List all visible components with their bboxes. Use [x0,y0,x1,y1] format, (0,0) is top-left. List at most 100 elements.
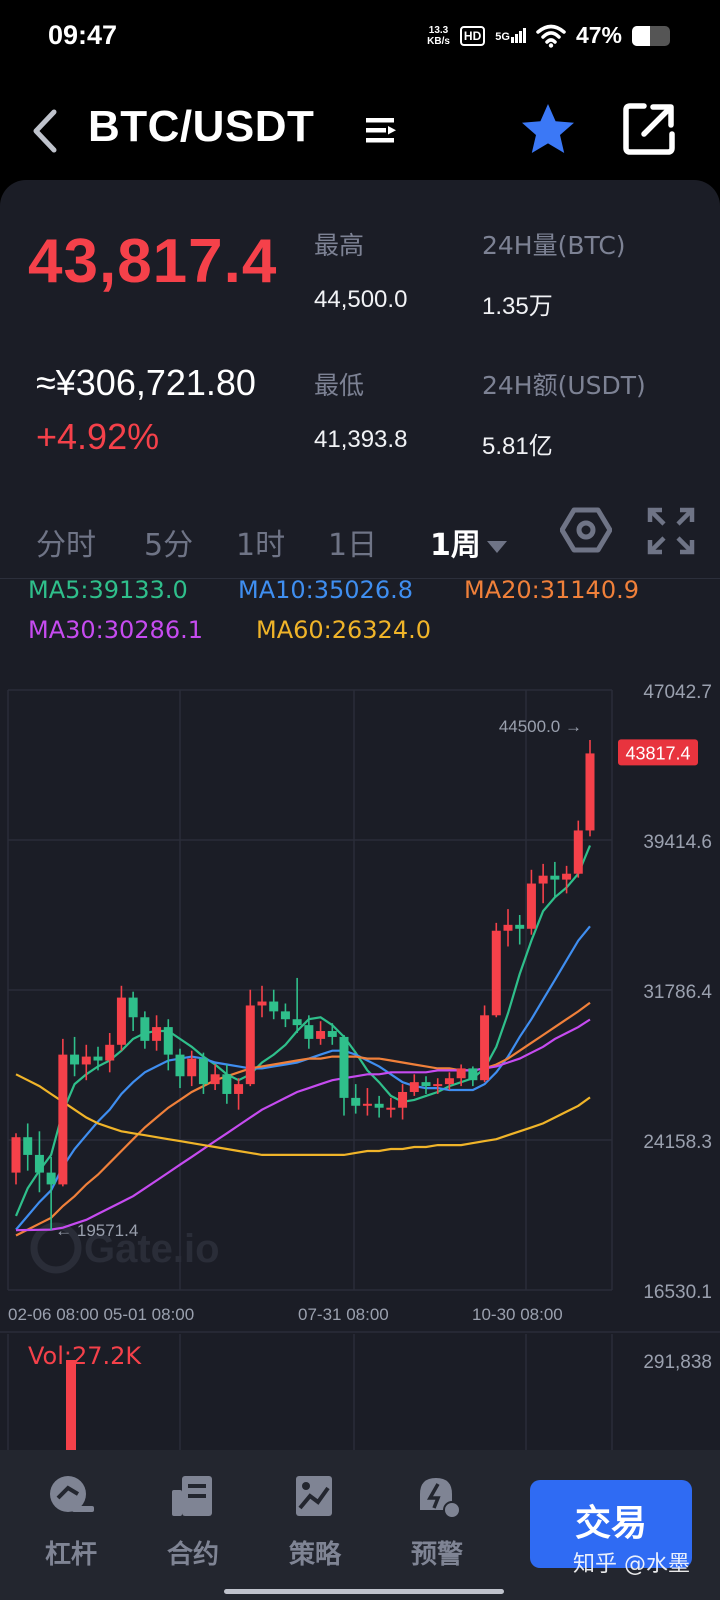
candle [362,1088,372,1116]
status-indicators: 13.3 KB/s HD 5G 47% [427,22,670,49]
market-panel: 43,817.4 ≈¥306,721.80 +4.92% 最高 44,500.0… [0,180,720,1450]
candle [140,1011,150,1049]
star-icon[interactable] [518,100,578,160]
candle [70,1036,80,1077]
candle [374,1095,384,1118]
candle-body [491,930,501,1016]
candle-body [304,1025,314,1039]
chart-watermark-logo [30,1222,82,1274]
ma-line-ma5 [14,845,592,1217]
chart-watermark: Gate.io [84,1227,220,1271]
candle-body [234,1084,244,1094]
leverage-icon [50,1476,94,1512]
pair-title[interactable]: BTC/USDT [88,102,315,151]
high-marker: 44500.0 → [499,717,582,736]
back-icon[interactable] [26,106,66,156]
vol24-value: 1.35万 [482,293,553,320]
nav-leverage-label: 杠杆 [44,1540,97,1570]
candle-body [58,1054,68,1185]
tab-timeline[interactable]: 分时 [36,528,96,563]
candle [538,863,548,904]
candle-body [386,1107,396,1110]
ma10-label: MA10:35026.8 [238,576,413,604]
x-tick-label: 02-06 08:00 05-01 08:00 [8,1305,194,1324]
candle-body [152,1027,162,1041]
trade-button[interactable]: 交易 [530,1480,692,1568]
candle-body [23,1137,33,1155]
contract-icon [172,1476,212,1516]
candle [526,869,536,935]
candle-body [444,1078,454,1085]
candle [105,1032,115,1073]
candle [116,985,126,1051]
menu-icon[interactable] [362,110,402,150]
divider [0,578,720,579]
candle [257,985,267,1018]
share-icon[interactable] [620,100,678,158]
candle [550,861,560,898]
y-tick-label: 47042.7 [643,682,712,703]
interval-tabs: 分时 5分 1时 1日 1周 [0,510,720,572]
candle [11,1133,21,1185]
network-type: 5G [495,31,510,43]
last-price-tag: 43817.4 [625,743,690,763]
home-indicator[interactable] [224,1589,504,1594]
candle-body [456,1068,466,1079]
ma5-label: MA5:39133.0 [28,576,188,604]
candle-body [81,1056,91,1065]
candle [386,1097,396,1118]
candle-body [245,1005,255,1085]
ma-line-ma10 [15,925,591,1231]
candle-body [316,1031,326,1039]
candlestick-chart[interactable]: 47042.7 39414.6 31786.4 24158.3 16530.1 Gate.… [0,674,720,1334]
candle [269,989,279,1020]
candle [152,1015,162,1051]
candle [292,977,302,1033]
tab-1d[interactable]: 1日 [328,528,378,563]
candle-body [11,1137,21,1173]
nav-strategy[interactable]: 策略 [270,1472,360,1571]
tab-1w[interactable]: 1周 [430,520,507,564]
battery-icon [632,25,670,46]
candle [327,1023,337,1045]
watermark-text: 知乎 @水墨 [573,1552,690,1577]
candle [210,1064,220,1091]
candle-body [562,873,572,880]
candle-body [362,1103,372,1106]
ma-line-ma60 [15,1073,591,1156]
candle-body [327,1031,337,1037]
nav-contract[interactable]: 合约 [148,1472,238,1571]
net-speed-unit: KB/s [427,35,450,47]
candle-body [187,1058,197,1077]
low-value: 41,393.8 [314,426,408,453]
nav-alert[interactable]: 预警 [392,1472,482,1571]
candle [503,909,513,947]
amt24-label: 24H额(USDT) [482,371,646,400]
candle-body [210,1074,220,1085]
nav-leverage[interactable]: 杠杆 [26,1472,116,1571]
indicator-settings-icon[interactable] [560,504,612,556]
candle-body [339,1036,349,1098]
status-time: 09:47 [48,20,118,50]
tab-5m[interactable]: 5分 [144,528,194,563]
candle-body [70,1054,80,1065]
fullscreen-icon[interactable] [646,506,696,556]
y-tick-label: 31786.4 [643,982,712,1003]
last-price: 43,817.4 [28,227,278,296]
candle-body [105,1044,115,1061]
tab-1h[interactable]: 1时 [236,528,286,563]
x-tick-label: 10-30 08:00 [472,1305,563,1324]
candle-body [550,875,560,880]
candle [81,1044,91,1081]
volume-chart: Vol:27.2K 291,838 [0,1331,720,1450]
candle [93,1046,103,1071]
strategy-icon [296,1476,332,1516]
candle-body [46,1172,56,1185]
candle-body [573,830,583,874]
candle [456,1064,466,1087]
candle [163,1019,173,1071]
candle [234,1078,244,1110]
candle [339,1034,349,1116]
candle [480,1005,490,1083]
tab-1w-label: 1周 [430,528,481,563]
